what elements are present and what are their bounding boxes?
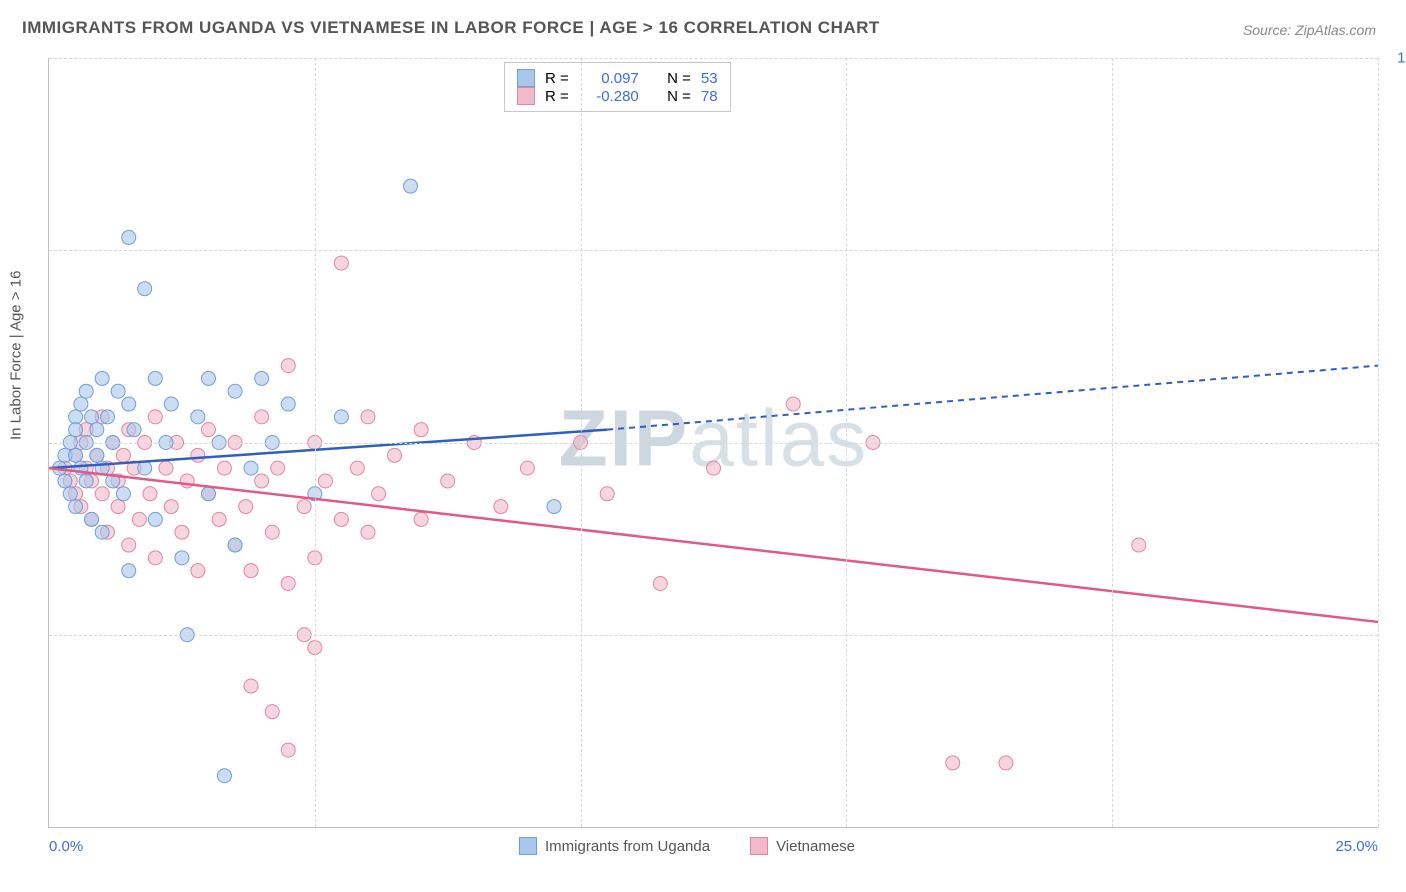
- x-tick-label: 25.0%: [1335, 838, 1378, 855]
- y-axis-label: In Labor Force | Age > 16: [8, 271, 25, 440]
- source-label: Source: ZipAtlas.com: [1243, 22, 1376, 38]
- r-label: R =: [545, 88, 569, 105]
- chart-title: IMMIGRANTS FROM UGANDA VS VIETNAMESE IN …: [22, 18, 880, 38]
- legend-label-uganda: Immigrants from Uganda: [545, 838, 710, 855]
- r-value-uganda: 0.097: [579, 70, 639, 87]
- y-tick-label: 85.0%: [1388, 242, 1406, 259]
- legend-row-uganda: R = 0.097 N = 53: [517, 69, 718, 87]
- legend-row-vietnamese: R = -0.280 N = 78: [517, 87, 718, 105]
- swatch-vietnamese-icon: [750, 837, 768, 855]
- correlation-legend: R = 0.097 N = 53 R = -0.280 N = 78: [504, 62, 731, 112]
- r-label: R =: [545, 70, 569, 87]
- swatch-uganda-icon: [517, 69, 535, 87]
- legend-item-vietnamese: Vietnamese: [750, 837, 855, 855]
- r-value-vietnamese: -0.280: [579, 88, 639, 105]
- swatch-vietnamese-icon: [517, 87, 535, 105]
- n-label: N =: [667, 70, 691, 87]
- y-tick-label: 55.0%: [1388, 626, 1406, 643]
- n-value-vietnamese: 78: [701, 88, 718, 105]
- chart-plot-area: ZIPatlas R = 0.097 N = 53 R = -0.280 N =…: [48, 58, 1378, 828]
- series-legend: Immigrants from Uganda Vietnamese: [519, 837, 855, 855]
- legend-item-uganda: Immigrants from Uganda: [519, 837, 710, 855]
- legend-label-vietnamese: Vietnamese: [776, 838, 855, 855]
- n-value-uganda: 53: [701, 70, 718, 87]
- x-tick-label: 0.0%: [49, 838, 83, 855]
- swatch-uganda-icon: [519, 837, 537, 855]
- n-label: N =: [667, 88, 691, 105]
- y-tick-label: 100.0%: [1388, 50, 1406, 67]
- y-tick-label: 70.0%: [1388, 434, 1406, 451]
